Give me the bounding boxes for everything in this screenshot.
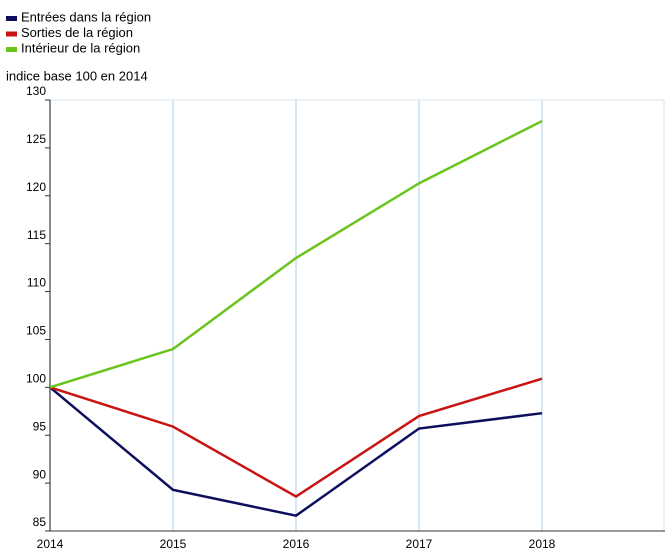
x-tick-label: 2015 — [160, 537, 187, 551]
y-tick-label: 95 — [33, 419, 47, 433]
legend-label: Sorties de la région — [21, 25, 133, 40]
x-tick-label: 2014 — [37, 537, 64, 551]
y-tick-label: 110 — [27, 276, 46, 290]
x-tick-label: 2016 — [283, 537, 310, 551]
y-axis-label: indice base 100 en 2014 — [6, 68, 148, 83]
legend-label: Intérieur de la région — [21, 40, 140, 55]
y-tick-label: 120 — [26, 180, 46, 194]
y-tick-label: 90 — [33, 467, 47, 481]
y-tick-label: 85 — [33, 515, 47, 529]
series-line — [49, 386, 543, 518]
x-tick-label: 2018 — [529, 537, 556, 551]
series-line — [49, 377, 543, 498]
legend-swatch — [6, 31, 17, 37]
legend-swatch — [6, 16, 17, 21]
y-tick-label: 130 — [26, 84, 46, 98]
legend-label: Entrées dans la région — [21, 9, 151, 24]
series-line — [49, 119, 543, 389]
legend-swatch — [6, 47, 17, 52]
y-tick-label: 115 — [27, 228, 46, 242]
y-tick-label: 100 — [26, 372, 46, 386]
y-tick-label: 105 — [26, 324, 46, 338]
plot-frame — [49, 99, 665, 532]
x-tick-label: 2017 — [406, 537, 433, 551]
y-tick-label: 125 — [26, 132, 46, 146]
